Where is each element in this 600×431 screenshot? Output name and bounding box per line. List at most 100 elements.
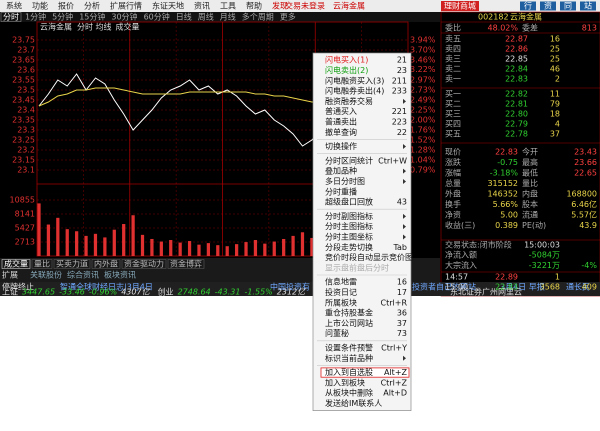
top-button-label[interactable]: 同 [564,2,572,11]
menu-item[interactable]: 竞价时段自动显示竞价图 [325,252,413,262]
top-button[interactable] [540,1,556,11]
tick-count: 409 [582,283,597,292]
menu-item[interactable]: 融资融券交易 [325,96,373,106]
top-button[interactable] [560,1,576,11]
menu-item[interactable]: 问董秘 [325,328,349,338]
menu-shortcut: Ctrl+Y [381,343,407,352]
top-button-label[interactable]: 行 [524,1,532,11]
menu-item[interactable]: 分时主图指标 [325,221,373,231]
menu-item[interactable]: 多日分时图 [325,176,365,186]
period-item[interactable]: 5分钟 [52,12,73,22]
news-item[interactable]: 通长民 [566,282,590,292]
submenu-arrow [403,168,406,174]
menu-item[interactable]: 闪电融券卖出(4) [325,86,384,96]
book-price: 22.86 [505,45,528,54]
menu-item[interactable]: 超级盘口回放 [325,197,373,207]
menu-item[interactable]: 重仓持股基金 [325,308,373,318]
menu-item[interactable]: 资讯 [194,1,210,11]
menu-item[interactable]: 分析 [84,1,100,11]
shop-button[interactable] [441,1,479,11]
news-item[interactable]: 智通全球财经日志|3月4日 [60,282,153,292]
menu-item[interactable]: 分时重播 [325,186,357,196]
tab[interactable]: 量比 [34,259,50,269]
menu-item[interactable]: 帮助 [246,1,262,11]
news-item[interactable]: 停牌终止 [2,282,34,292]
menu-item[interactable]: 信息地雷 [325,277,357,287]
menu-item[interactable]: 分段走势切换 [325,242,373,252]
tab[interactable]: 买卖力道 [56,259,88,269]
top-button-label[interactable]: 资 [544,1,552,11]
stat-value: 22.65 [574,169,597,178]
menu-item[interactable]: 闪电买入(1) [325,55,368,65]
volume-bar [253,240,258,256]
menu-item[interactable]: 分时区间统计 [325,155,373,165]
sub-tab[interactable]: 扩展 [2,270,18,280]
menu-item[interactable]: 加入到自选股 [325,367,373,377]
sub-tab[interactable]: 板块资讯 [104,270,136,280]
menu-shortcut: 23 [397,66,407,75]
menu-item[interactable]: 报价 [58,1,74,11]
menu-item[interactable]: 闪电融资买入(3) [325,75,384,85]
y2-tick-label: 2.49% [410,95,436,104]
menu-item[interactable]: 所属板块 [325,297,357,307]
book-label: 买五 [445,130,461,139]
tab[interactable]: 成交量 [4,259,28,269]
book-label: 卖三 [445,55,461,64]
book-volume: 16 [550,35,560,44]
period-item[interactable]: 日线 [176,12,192,22]
flow-value: -5084万 [529,251,560,260]
menu-item[interactable]: 加入到板块 [325,377,365,387]
volume-bar [234,244,239,256]
menu-item[interactable]: 发送给IM联系人 [325,398,382,408]
menu-shortcut: 233 [392,87,407,96]
menu-item[interactable]: 从板块中删除 [325,388,373,398]
menu-item[interactable]: 普通卖出 [325,116,357,126]
news-item[interactable]: 投资者自己的网站 [412,282,476,292]
menu-item[interactable]: 切换操作 [325,141,357,151]
shop-label[interactable]: 理财商城 [444,1,476,11]
tab[interactable]: 资金博弈 [170,259,202,269]
tab[interactable]: 资金驱动力 [124,259,164,269]
flow-value: -3221万 [529,261,560,270]
period-item[interactable]: 周线 [198,12,214,22]
submenu-arrow [403,178,406,184]
menu-item[interactable]: 发现 [272,1,288,11]
news-item[interactable]: 3月4日 早报 [500,282,545,292]
top-button-label[interactable]: 站 [584,1,592,11]
menu-item[interactable]: 投资日记 [325,287,357,297]
period-item[interactable]: 60分钟 [144,12,170,22]
sub-tab[interactable]: 综合资讯 [67,270,99,280]
menu-item[interactable]: 闪电卖出(2) [325,65,368,75]
stat-label: 最低 [522,168,538,178]
trade-status[interactable]: 交易未登录 [285,1,325,11]
period-item[interactable]: 更多 [280,12,296,22]
period-item[interactable]: 分时 [3,12,19,22]
menu-item[interactable]: 撤单查询 [325,127,357,137]
menu-item[interactable]: 扩展行情 [110,1,142,11]
menu-item[interactable]: 工具 [220,2,236,11]
menu-item[interactable]: 上市公司网站 [325,318,373,328]
news-item[interactable]: 中国投资有 [270,282,310,292]
top-button[interactable] [580,1,596,11]
period-item[interactable]: 15分钟 [79,12,105,22]
menu-item[interactable]: 东证天地 [152,1,184,11]
menu-item[interactable]: 设置条件预警 [325,342,373,352]
menu-item[interactable]: 分时主图坐标 [325,231,373,241]
flow-label: 净流入额 [445,250,477,260]
menu-item[interactable]: 系统 [6,1,22,11]
tab[interactable]: 内外盘 [94,259,118,269]
book-volume: 46 [550,65,560,74]
period-item[interactable]: 月线 [220,12,236,22]
period-item[interactable]: 30分钟 [111,12,137,22]
y-tick-label: 23.65 [12,56,35,65]
tick-price: 22.89 [495,273,518,282]
menu-item[interactable]: 功能 [32,1,48,11]
menu-item[interactable]: 普通买入 [325,106,357,116]
menu-item[interactable]: 分时副图指标 [325,211,373,221]
top-button[interactable] [520,1,536,11]
period-item[interactable]: 多个周期 [242,12,274,22]
menu-item[interactable]: 叠加品种 [325,166,357,176]
menu-item[interactable]: 标识当前品种 [325,353,373,363]
period-item[interactable]: 1分钟 [25,12,46,22]
sub-tab[interactable]: 关联股份 [30,270,62,280]
